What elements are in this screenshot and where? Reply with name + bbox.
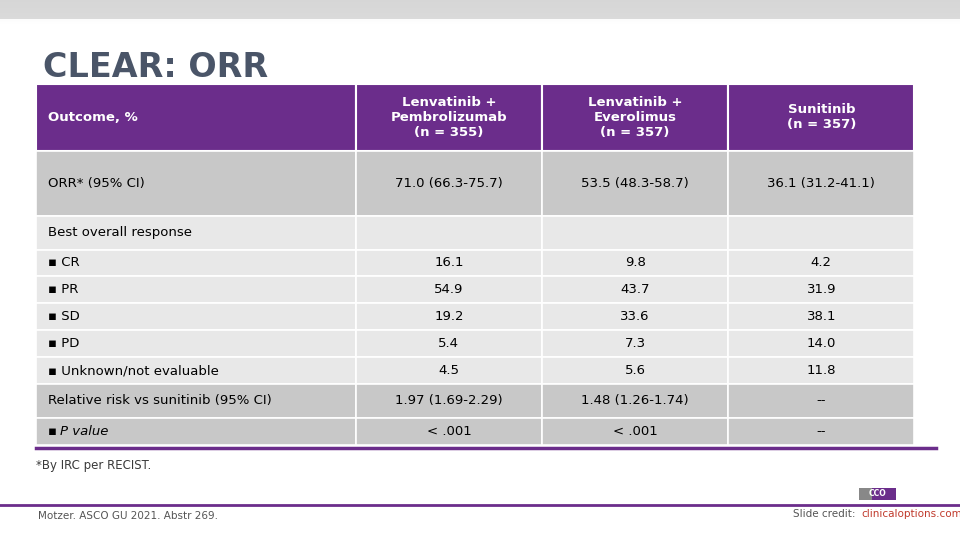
Text: CLEAR: ORR: CLEAR: ORR — [43, 51, 269, 84]
Text: 1.97 (1.69-2.29): 1.97 (1.69-2.29) — [396, 394, 503, 407]
Bar — [36, 330, 356, 357]
Bar — [36, 417, 356, 446]
Text: < .001: < .001 — [612, 425, 658, 438]
Text: 54.9: 54.9 — [434, 284, 464, 296]
Bar — [356, 249, 542, 276]
Bar — [542, 330, 729, 357]
Text: ▪ Unknown/not evaluable: ▪ Unknown/not evaluable — [48, 364, 219, 377]
Text: 36.1 (31.2-41.1): 36.1 (31.2-41.1) — [767, 177, 876, 190]
Text: ▪: ▪ — [48, 425, 61, 438]
Bar — [729, 303, 915, 330]
Bar — [356, 276, 542, 303]
Bar — [729, 330, 915, 357]
Text: Relative risk vs sunitinib (95% CI): Relative risk vs sunitinib (95% CI) — [48, 394, 272, 407]
Text: 9.8: 9.8 — [625, 256, 645, 269]
Bar — [729, 417, 915, 446]
Text: 43.7: 43.7 — [620, 284, 650, 296]
Text: Lenvatinib +
Pembrolizumab
(n = 355): Lenvatinib + Pembrolizumab (n = 355) — [391, 96, 507, 139]
Text: 1.48 (1.26-1.74): 1.48 (1.26-1.74) — [582, 394, 689, 407]
Text: Best overall response: Best overall response — [48, 226, 192, 239]
Bar — [36, 303, 356, 330]
Bar — [729, 384, 915, 417]
Text: < .001: < .001 — [426, 425, 471, 438]
Text: 16.1: 16.1 — [434, 256, 464, 269]
Bar — [356, 357, 542, 384]
Text: 33.6: 33.6 — [620, 310, 650, 323]
Text: ▪ CR: ▪ CR — [48, 256, 80, 269]
Text: CCO: CCO — [869, 489, 886, 498]
Text: 11.8: 11.8 — [806, 364, 836, 377]
Bar — [729, 276, 915, 303]
Text: --: -- — [817, 425, 826, 438]
Bar — [542, 384, 729, 417]
Text: Lenvatinib +
Everolimus
(n = 357): Lenvatinib + Everolimus (n = 357) — [588, 96, 683, 139]
Bar — [872, 488, 896, 500]
Bar — [542, 276, 729, 303]
Text: ORR* (95% CI): ORR* (95% CI) — [48, 177, 145, 190]
Text: 53.5 (48.3-58.7): 53.5 (48.3-58.7) — [581, 177, 689, 190]
Text: ▪ PD: ▪ PD — [48, 338, 80, 350]
Bar — [36, 216, 356, 249]
Text: 4.5: 4.5 — [439, 364, 460, 377]
Bar — [356, 417, 542, 446]
Text: Sunitinib
(n = 357): Sunitinib (n = 357) — [786, 103, 856, 131]
Text: 19.2: 19.2 — [434, 310, 464, 323]
Text: --: -- — [817, 394, 826, 407]
Text: 31.9: 31.9 — [806, 284, 836, 296]
Bar — [36, 249, 356, 276]
Bar — [36, 384, 356, 417]
Text: 14.0: 14.0 — [806, 338, 836, 350]
Text: *By IRC per RECIST.: *By IRC per RECIST. — [36, 459, 152, 472]
Bar — [542, 249, 729, 276]
Text: 5.6: 5.6 — [625, 364, 646, 377]
Text: 7.3: 7.3 — [625, 338, 646, 350]
Text: ▪ SD: ▪ SD — [48, 310, 80, 323]
Bar — [542, 216, 729, 249]
Text: clinicaloptions.com: clinicaloptions.com — [861, 509, 960, 519]
Text: P value: P value — [60, 425, 108, 438]
Bar — [542, 417, 729, 446]
Bar — [859, 488, 872, 500]
Bar — [356, 303, 542, 330]
Bar — [729, 249, 915, 276]
Bar — [356, 216, 542, 249]
Text: 5.4: 5.4 — [439, 338, 460, 350]
Bar — [542, 303, 729, 330]
Bar — [729, 357, 915, 384]
Bar — [36, 276, 356, 303]
Text: 71.0 (66.3-75.7): 71.0 (66.3-75.7) — [395, 177, 503, 190]
Bar — [356, 330, 542, 357]
Bar — [729, 216, 915, 249]
Text: 4.2: 4.2 — [811, 256, 831, 269]
Bar — [0, 0, 960, 19]
Text: 38.1: 38.1 — [806, 310, 836, 323]
Bar — [36, 357, 356, 384]
Bar — [356, 384, 542, 417]
Text: Slide credit:: Slide credit: — [794, 509, 859, 519]
Text: Motzer. ASCO GU 2021. Abstr 269.: Motzer. ASCO GU 2021. Abstr 269. — [38, 511, 219, 521]
Text: Outcome, %: Outcome, % — [48, 111, 137, 124]
Text: ▪ PR: ▪ PR — [48, 284, 79, 296]
Bar — [542, 357, 729, 384]
